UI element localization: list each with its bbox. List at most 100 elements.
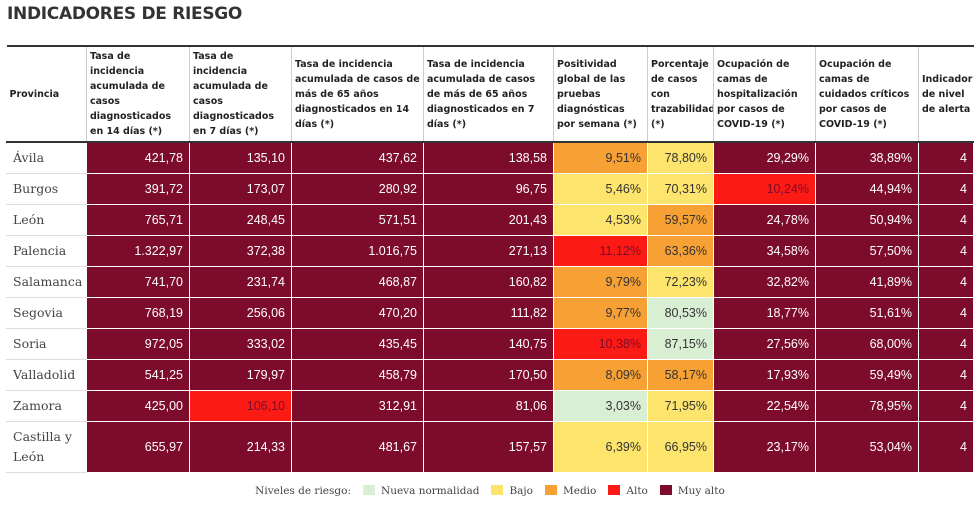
value-cell: 201,43: [423, 204, 554, 236]
value-cell: 8,09%: [553, 359, 648, 391]
column-header: Ocupación de camas de cuidados críticos …: [815, 45, 919, 143]
value-cell: 80,53%: [647, 297, 714, 329]
value-cell: 271,13: [423, 235, 554, 267]
value-cell: 59,57%: [647, 204, 714, 236]
value-cell: 96,75: [423, 173, 554, 205]
value-cell: 135,10: [189, 141, 292, 174]
value-cell: 4: [918, 173, 974, 205]
province-cell: Soria: [6, 328, 87, 360]
value-cell: 11,12%: [553, 235, 648, 267]
value-cell: 27,56%: [713, 328, 816, 360]
legend-label: Bajo: [509, 485, 533, 497]
value-cell: 157,57: [423, 421, 554, 473]
value-cell: 34,58%: [713, 235, 816, 267]
column-header: Ocupación de camas de hospitalización po…: [713, 45, 816, 143]
value-cell: 4: [918, 297, 974, 329]
table-row: Ávila 421,78 135,10 437,62 138,58 9,51% 78,80%…: [6, 141, 974, 174]
value-cell: 9,51%: [553, 141, 648, 174]
value-cell: 425,00: [86, 390, 190, 422]
province-cell: Zamora: [6, 390, 87, 422]
value-cell: 3,03%: [553, 390, 648, 422]
value-cell: 437,62: [291, 141, 424, 174]
value-cell: 71,95%: [647, 390, 714, 422]
table-row: Salamanca 741,70 231,74 468,87 160,82 9,79% 72…: [6, 266, 974, 298]
value-cell: 38,89%: [815, 141, 919, 174]
value-cell: 29,29%: [713, 141, 816, 174]
value-cell: 312,91: [291, 390, 424, 422]
value-cell: 468,87: [291, 266, 424, 298]
value-cell: 421,78: [86, 141, 190, 174]
value-cell: 53,04%: [815, 421, 919, 473]
value-cell: 63,36%: [647, 235, 714, 267]
value-cell: 1.322,97: [86, 235, 190, 267]
value-cell: 18,77%: [713, 297, 816, 329]
value-cell: 4: [918, 421, 974, 473]
value-cell: 214,33: [189, 421, 292, 473]
legend-label: Alto: [626, 485, 648, 497]
column-header: Provincia: [6, 45, 87, 143]
province-cell: León: [6, 204, 87, 236]
value-cell: 372,38: [189, 235, 292, 267]
page-title: INDICADORES DE RIESGO: [7, 4, 243, 24]
value-cell: 138,58: [423, 141, 554, 174]
legend-label: Muy alto: [677, 485, 725, 497]
value-cell: 10,24%: [713, 173, 816, 205]
value-cell: 541,25: [86, 359, 190, 391]
value-cell: 435,45: [291, 328, 424, 360]
value-cell: 741,70: [86, 266, 190, 298]
province-cell: Castilla y León: [6, 421, 87, 473]
province-cell: Burgos: [6, 173, 87, 205]
value-cell: 571,51: [291, 204, 424, 236]
value-cell: 4: [918, 141, 974, 174]
value-cell: 4: [918, 328, 974, 360]
province-cell: Salamanca: [6, 266, 87, 298]
table-row: Burgos 391,72 173,07 280,92 96,75 5,46% 70,31%…: [6, 173, 974, 205]
value-cell: 51,61%: [815, 297, 919, 329]
value-cell: 87,15%: [647, 328, 714, 360]
value-cell: 972,05: [86, 328, 190, 360]
legend-swatch: [608, 485, 621, 495]
table-row: Segovia 768,19 256,06 470,20 111,82 9,77% 80,5…: [6, 297, 974, 329]
value-cell: 72,23%: [647, 266, 714, 298]
column-header: Porcentaje de casos con trazabilidad (*): [647, 45, 714, 143]
value-cell: 57,50%: [815, 235, 919, 267]
value-cell: 170,50: [423, 359, 554, 391]
table-row: León 765,71 248,45 571,51 201,43 4,53% 59,57% 2…: [6, 204, 974, 236]
risk-table: Provincia Tasa de incidencia acumulada de…: [6, 45, 974, 473]
value-cell: 4: [918, 235, 974, 267]
column-header: Positividad global de las pruebas diagnó…: [553, 45, 648, 143]
legend: Niveles de riesgo: Nueva normalidad Bajo Me…: [0, 485, 980, 497]
value-cell: 173,07: [189, 173, 292, 205]
value-cell: 1.016,75: [291, 235, 424, 267]
legend-label: Medio: [563, 485, 597, 497]
province-cell: Ávila: [6, 141, 87, 174]
province-cell: Palencia: [6, 235, 87, 267]
value-cell: 50,94%: [815, 204, 919, 236]
column-header: Indicador de nivel de alerta: [918, 45, 974, 143]
table-body: Ávila 421,78 135,10 437,62 138,58 9,51% 78,80%…: [6, 141, 974, 473]
value-cell: 81,06: [423, 390, 554, 422]
legend-title: Niveles de riesgo:: [255, 485, 351, 497]
value-cell: 256,06: [189, 297, 292, 329]
value-cell: 10,38%: [553, 328, 648, 360]
value-cell: 140,75: [423, 328, 554, 360]
value-cell: 179,97: [189, 359, 292, 391]
column-header: Tasa de incidencia acumulada de casos de…: [423, 45, 554, 143]
value-cell: 4: [918, 359, 974, 391]
value-cell: 111,82: [423, 297, 554, 329]
value-cell: 68,00%: [815, 328, 919, 360]
column-header: Tasa de incidencia acumulada de casos di…: [189, 45, 292, 143]
value-cell: 481,67: [291, 421, 424, 473]
value-cell: 24,78%: [713, 204, 816, 236]
value-cell: 231,74: [189, 266, 292, 298]
legend-label: Nueva normalidad: [381, 485, 480, 497]
value-cell: 41,89%: [815, 266, 919, 298]
value-cell: 280,92: [291, 173, 424, 205]
value-cell: 4,53%: [553, 204, 648, 236]
value-cell: 66,95%: [647, 421, 714, 473]
value-cell: 9,79%: [553, 266, 648, 298]
value-cell: 655,97: [86, 421, 190, 473]
value-cell: 58,17%: [647, 359, 714, 391]
value-cell: 5,46%: [553, 173, 648, 205]
value-cell: 4: [918, 390, 974, 422]
